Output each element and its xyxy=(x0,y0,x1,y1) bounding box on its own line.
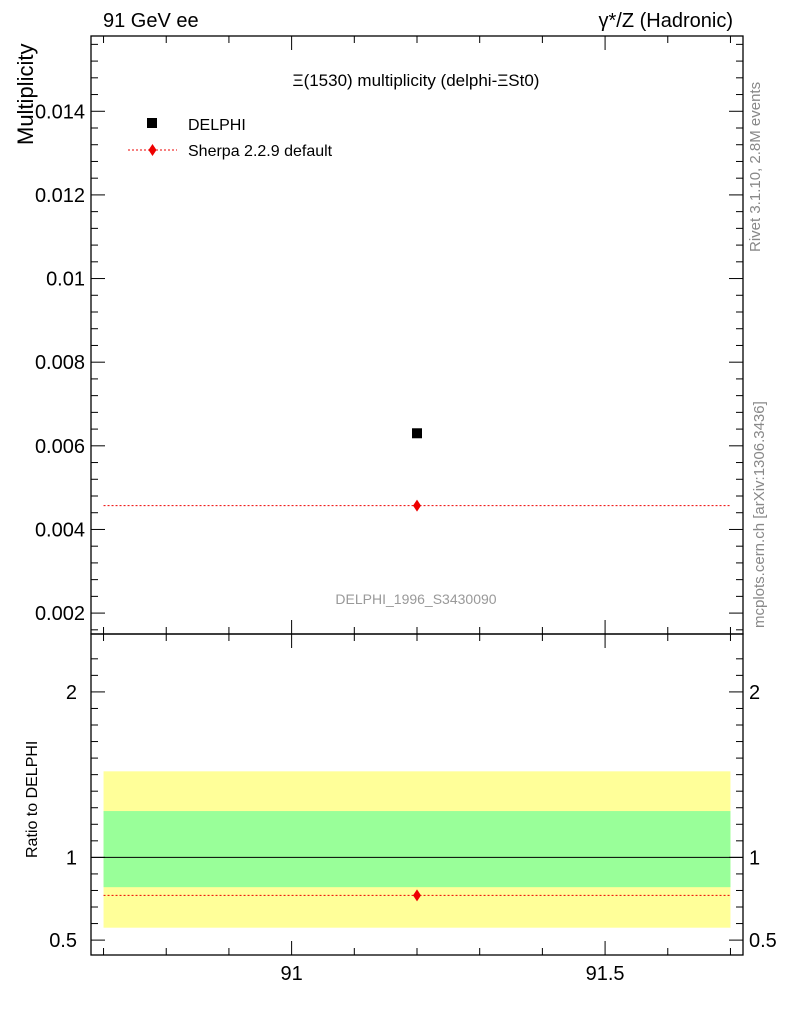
rivet-label: Rivet 3.1.10, 2.8M events xyxy=(747,82,764,252)
main-panel: 0.002 0.004 0.006 0.008 0.01 0.012 0.014Multip… xyxy=(13,35,744,635)
ratio-y-tick-label-right: 1 xyxy=(749,847,760,869)
main-y-axis-label: Multiplicity xyxy=(13,44,38,145)
sherpa-data-point xyxy=(413,499,421,512)
ratio-x-tick-label: 91.5 xyxy=(586,963,625,985)
main-y-tick-label: 0.006 xyxy=(35,436,85,458)
ratio-y-axis-label: Ratio to DELPHI xyxy=(24,741,41,858)
ratio-panel: 0.5 0.5 1 1 2 2 91 91.5 Ratio to DELPHI xyxy=(24,633,777,985)
delphi-data-point xyxy=(412,428,422,439)
main-y-tick-label: 0.002 xyxy=(35,603,85,625)
mcplots-label: mcplots.cern.ch [arXiv:1306.3436] xyxy=(751,401,768,628)
legend-sherpa-label: Sherpa 2.2.9 default xyxy=(188,143,333,160)
legend-delphi-marker xyxy=(147,118,157,128)
main-title: Ξ(1530) multiplicity (delphi-ΞSt0) xyxy=(293,71,540,90)
main-y-tick-label: 0.01 xyxy=(46,269,85,291)
header-left: 91 GeV ee xyxy=(103,10,199,32)
main-y-tick-label: 0.004 xyxy=(35,519,85,541)
ratio-y-tick-label-right: 2 xyxy=(749,682,760,704)
main-y-tick-label: 0.014 xyxy=(35,101,85,123)
ratio-y-tick-label-left: 2 xyxy=(66,682,77,704)
main-y-tick-label: 0.012 xyxy=(35,185,85,207)
legend-delphi-label: DELPHI xyxy=(188,117,246,134)
main-y-tick-label: 0.008 xyxy=(35,352,85,374)
analysis-watermark: DELPHI_1996_S3430090 xyxy=(335,591,496,607)
ratio-y-tick-label-left: 1 xyxy=(66,847,77,869)
ratio-y-tick-label-right: 0.5 xyxy=(749,930,777,952)
ratio-y-tick-label-left: 0.5 xyxy=(49,930,77,952)
ratio-x-tick-label: 91 xyxy=(280,963,302,985)
header-right: γ*/Z (Hadronic) xyxy=(599,10,733,32)
ratio-sherpa-point xyxy=(413,889,421,902)
legend-sherpa-marker xyxy=(148,144,157,156)
uncertainty-band-inner xyxy=(103,811,731,888)
